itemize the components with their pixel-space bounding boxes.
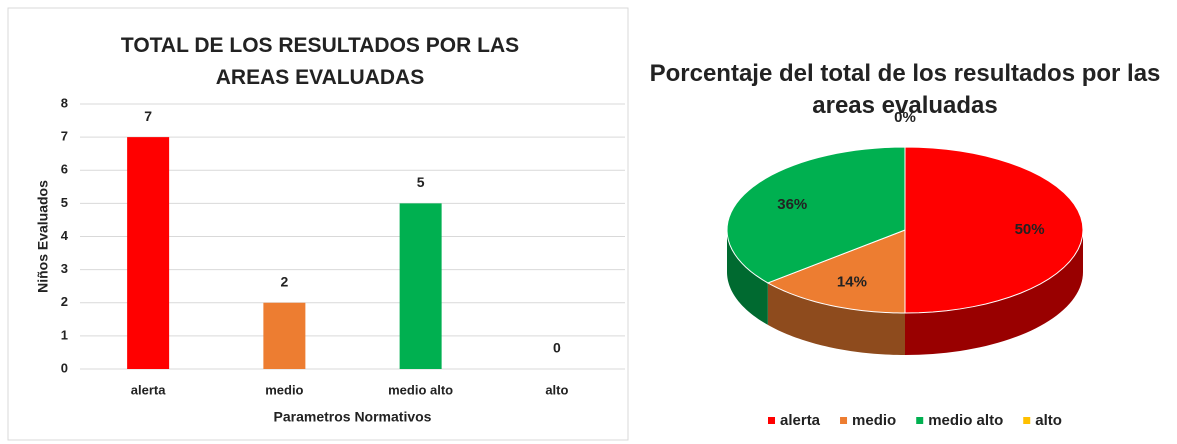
- legend-swatch: [768, 417, 775, 424]
- x-tick-label: medio alto: [388, 382, 453, 397]
- pie-slice: [726, 146, 906, 284]
- bar-panel: [7, 7, 629, 441]
- bar: [127, 137, 170, 369]
- legend-swatch: [840, 417, 848, 424]
- legend-swatch: [916, 417, 924, 424]
- x-axis-label: Parametros Normativos: [274, 409, 432, 425]
- y-tick-label: 1: [61, 327, 68, 342]
- x-tick-label: medio: [265, 382, 303, 397]
- legend-label: medio: [852, 412, 896, 429]
- y-tick-label: 5: [61, 195, 68, 210]
- pie-slice-side: [905, 230, 1083, 355]
- pie-slice: [766, 229, 906, 314]
- y-tick-label: 7: [61, 129, 68, 144]
- bar: [263, 302, 306, 369]
- y-axis-label: Niños Evaluados: [35, 180, 51, 293]
- pie-slice-side: [727, 230, 768, 325]
- legend-label: alerta: [780, 412, 821, 429]
- y-tick-label: 2: [61, 294, 68, 309]
- bar-title: TOTAL DE LOS RESULTADOS POR LAS AREAS EV…: [120, 34, 520, 89]
- y-tick-label: 6: [61, 162, 68, 177]
- data-label: 2: [280, 273, 288, 289]
- data-label: 14%: [837, 274, 867, 291]
- data-label: 7: [144, 108, 152, 124]
- data-label: 0: [553, 340, 561, 356]
- bar: [399, 203, 442, 369]
- legend-label: medio alto: [928, 412, 1003, 429]
- legend-swatch: [1023, 417, 1031, 424]
- data-label: 0%: [894, 109, 916, 126]
- x-tick-label: alto: [545, 382, 568, 397]
- pie-title: Porcentaje del total de los resultados p…: [649, 60, 1161, 119]
- y-tick-label: 0: [61, 360, 68, 375]
- y-tick-label: 4: [61, 228, 69, 243]
- x-tick-label: alerta: [131, 382, 166, 397]
- y-tick-label: 8: [61, 95, 68, 110]
- pie-slice-side: [767, 282, 905, 355]
- data-label: 50%: [1015, 221, 1045, 238]
- legend-label: alto: [1035, 412, 1062, 429]
- y-tick-label: 3: [61, 261, 68, 276]
- data-label: 5: [417, 174, 425, 190]
- data-label: 36%: [777, 196, 807, 213]
- pie-slice: [904, 146, 1084, 314]
